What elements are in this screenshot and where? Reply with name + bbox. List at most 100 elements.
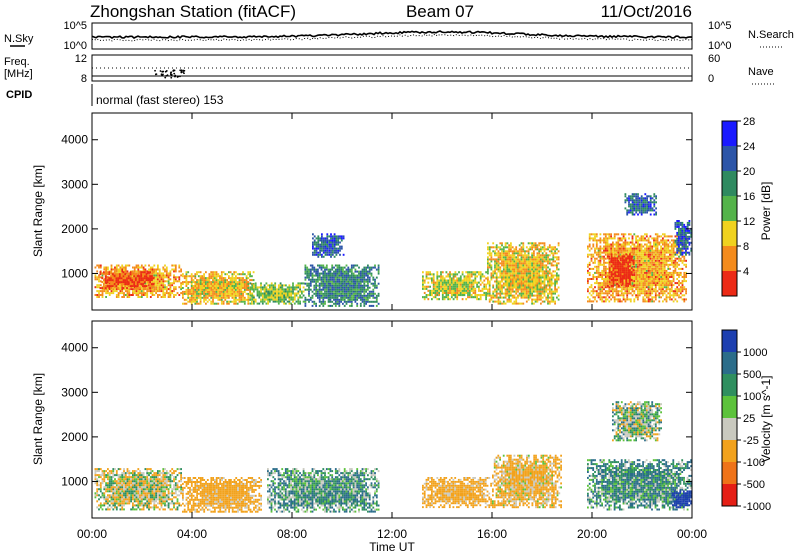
power-cell-1 (111, 273, 114, 276)
power-cell-3 (258, 296, 261, 299)
power-cell-7 (548, 278, 551, 281)
power-cell-8 (599, 249, 602, 252)
power-cell-8 (658, 241, 661, 244)
power-cell-6 (454, 273, 457, 276)
power-cell-7 (495, 272, 498, 275)
power-cell-8 (644, 267, 646, 270)
power-cell-8 (606, 243, 609, 246)
power-cell-7 (556, 282, 558, 285)
power-cell-8 (653, 288, 655, 291)
power-cell-0 (174, 288, 177, 291)
power-cell-8 (608, 233, 611, 236)
power-cell-7 (508, 252, 510, 255)
power-cell-4 (333, 296, 335, 299)
power-cell-2 (197, 283, 200, 285)
power-cell-8 (601, 269, 604, 272)
power-cell-0 (151, 266, 154, 269)
power-cell-7 (522, 278, 525, 281)
power-cell-8 (663, 290, 666, 293)
power-cell-2 (252, 294, 255, 297)
power-cell-4 (367, 276, 369, 279)
power-cell-5 (328, 253, 331, 256)
power-cell-2 (194, 292, 197, 295)
power-cell-8 (631, 265, 634, 268)
power-cell-8 (599, 263, 602, 266)
power-cell-7 (540, 294, 542, 297)
power-cell-8 (640, 239, 643, 242)
power-cell-8 (640, 276, 643, 278)
power-cell-7 (497, 270, 500, 273)
power-cell-3 (292, 298, 294, 301)
power-cell-8 (660, 280, 662, 283)
power-cell-0 (140, 288, 143, 291)
power-cell-6 (483, 275, 486, 278)
power-cell-8 (649, 261, 652, 264)
power-cell-2 (219, 281, 221, 284)
power-cell-8 (637, 271, 639, 274)
power-cell-8 (654, 294, 657, 297)
power-cell-7 (511, 302, 514, 305)
power-cell-4 (358, 288, 360, 291)
power-cell-8 (629, 280, 632, 283)
power-cell-8 (629, 247, 632, 250)
power-cell-6 (463, 283, 466, 286)
power-cell-7 (522, 254, 525, 257)
power-cell-2 (224, 298, 227, 301)
power-cell-7 (529, 286, 532, 289)
power-cell-4 (338, 292, 341, 295)
power-cell-8 (594, 276, 596, 278)
power-cell-8 (612, 237, 614, 240)
power-cell-4 (354, 270, 357, 273)
power-cell-8 (642, 253, 645, 256)
power-cell-2 (183, 290, 186, 293)
power-cell-7 (550, 264, 553, 267)
power-cell-8 (653, 296, 655, 299)
power-cell-4 (333, 298, 335, 301)
power-cell-3 (270, 292, 273, 295)
power-cell-2 (222, 292, 225, 295)
power-cell-4 (361, 278, 364, 281)
power-cell-3 (302, 286, 305, 289)
power-cell-8 (656, 274, 659, 276)
power-cell-2 (231, 292, 234, 295)
power-cell-5 (340, 239, 343, 242)
power-cell-8 (622, 237, 625, 240)
power-cell-8 (620, 237, 623, 240)
power-cell-6 (478, 281, 480, 284)
power-cell-7 (556, 252, 558, 255)
power-cell-0 (114, 286, 116, 289)
power-cell-2 (220, 300, 223, 303)
power-cell-0 (173, 268, 175, 271)
power-cell-7 (497, 250, 500, 253)
power-cell-3 (267, 298, 269, 301)
power-cell-0 (162, 274, 165, 277)
power-cell-4 (354, 264, 357, 267)
power-cell-8 (628, 286, 630, 289)
power-cell-2 (190, 292, 193, 295)
power-cell-6 (474, 273, 477, 276)
power-cell-7 (522, 246, 525, 249)
power-cell-2 (196, 302, 198, 305)
power-cell-4 (322, 288, 325, 291)
power-cell-2 (185, 288, 188, 291)
power-cell-7 (487, 282, 489, 285)
power-cell-1 (151, 275, 153, 278)
power-cell-2 (217, 285, 220, 287)
power-cell-8 (629, 292, 632, 295)
power-cell-7 (538, 262, 541, 265)
power-cell-8 (660, 245, 662, 248)
power-cell-4 (349, 286, 351, 289)
power-cell-2 (243, 288, 246, 291)
power-cell-7 (541, 260, 544, 263)
power-cell-3 (254, 282, 257, 285)
power-cell-7 (495, 280, 498, 283)
power-cell-7 (501, 292, 503, 295)
power-cell-3 (254, 286, 257, 289)
power-cell-8 (606, 282, 609, 285)
power-cell-6 (450, 279, 453, 282)
power-cell-3 (256, 288, 259, 291)
power-cell-7 (492, 286, 495, 289)
power-cell-0 (124, 288, 127, 291)
power-cell-7 (495, 248, 498, 251)
power-cell-7 (501, 254, 503, 257)
